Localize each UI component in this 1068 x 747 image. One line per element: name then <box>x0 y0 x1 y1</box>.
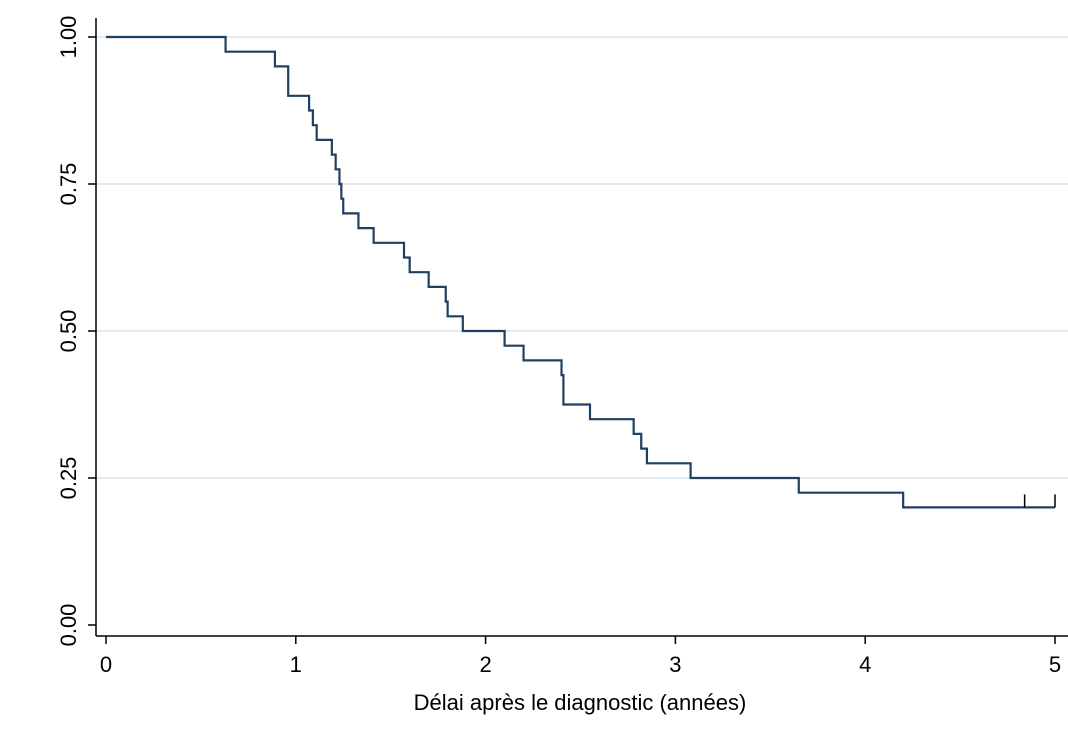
y-tick-label: 0.75 <box>56 163 81 206</box>
x-tick-label: 0 <box>100 652 112 677</box>
survival-curve-line <box>106 35 1055 509</box>
x-tick-label: 3 <box>669 652 681 677</box>
gridlines <box>96 36 1068 479</box>
x-tick-label: 2 <box>479 652 491 677</box>
x-axis-title: Délai après le diagnostic (années) <box>414 690 747 715</box>
y-tick-label: 0.25 <box>56 457 81 500</box>
series-layer <box>106 35 1056 509</box>
y-tick-label: 0.50 <box>56 310 81 353</box>
x-tick-label: 4 <box>859 652 871 677</box>
x-tick-label: 5 <box>1049 652 1061 677</box>
y-tick-label: 0.00 <box>56 604 81 647</box>
tick-marks: 0.00 0.25 0.50 0.75 1.00 0 1 2 3 4 5 <box>56 16 1061 677</box>
axes <box>95 18 1068 637</box>
y-tick-label: 1.00 <box>56 16 81 59</box>
x-tick-label: 1 <box>290 652 302 677</box>
